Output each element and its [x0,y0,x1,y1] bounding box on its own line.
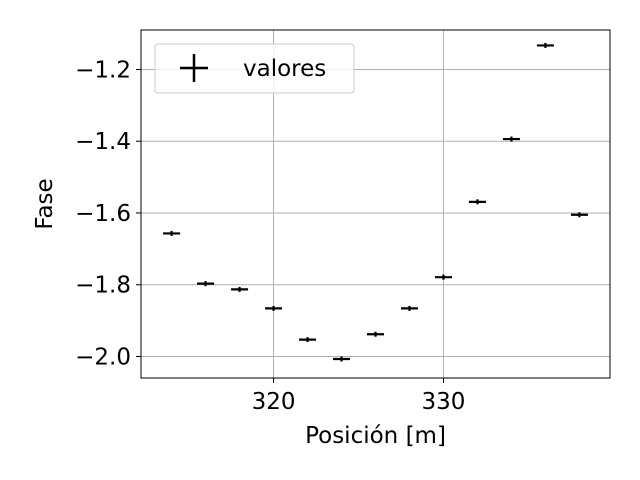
y-tick-label: −1.6 [75,201,131,227]
data-point [400,305,418,311]
data-point [163,230,181,236]
legend-label-valores: valores [243,56,326,82]
data-point [468,199,486,205]
x-axis: 320 330 [252,378,466,415]
data-point [570,212,588,218]
y-tick-label: −1.4 [75,129,131,155]
x-tick-label: 330 [422,389,466,415]
data-point [367,331,384,337]
data-point [299,337,317,343]
x-axis-label: Posición [m] [305,423,446,449]
plot-frame [140,29,611,379]
data-point [536,42,554,48]
legend-box [154,43,355,94]
data-point [502,136,520,142]
data-point [197,281,215,287]
y-axis: −2.0 −1.8 −1.6 −1.4 −1.2 [75,57,141,370]
data-point [265,305,283,311]
data-marks [163,42,588,362]
y-tick-label: −2.0 [75,344,131,370]
y-tick-label: −1.2 [75,57,131,83]
data-point [231,286,249,292]
y-axis-label: Fase [32,178,58,229]
data-point [434,274,452,280]
y-tick-label: −1.8 [75,273,131,299]
x-tick-label: 320 [252,389,296,415]
legend: valores [154,43,355,94]
data-point [333,356,351,362]
